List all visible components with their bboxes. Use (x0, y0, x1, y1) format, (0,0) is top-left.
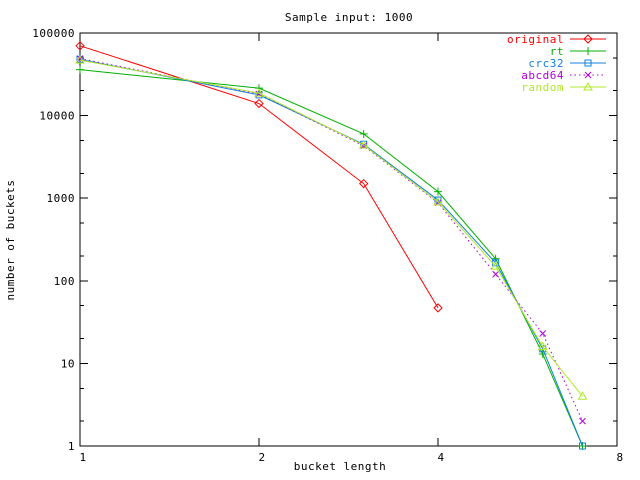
marker-triangle (577, 391, 588, 400)
legend-entry-original: original (507, 33, 606, 46)
plot-axes: 1 2 4 8 1 10 100 1000 10000 100000 (32, 27, 623, 464)
y-tick-label: 10000 (39, 110, 75, 123)
marker-x (579, 417, 586, 425)
marker-triangle (358, 140, 369, 149)
series-line-abcd64 (79, 58, 583, 422)
legend-label: rt (550, 45, 564, 58)
marker-triangle (254, 88, 264, 97)
marker-square (584, 59, 592, 67)
legend-entry-crc32: crc32 (528, 57, 606, 70)
y-axis-label: number of buckets (4, 179, 17, 300)
legend-entry-abcd64: abcd64 (521, 69, 606, 82)
series-random (75, 55, 588, 400)
series-line-original (79, 45, 439, 309)
marker-diamond (433, 303, 443, 313)
marker-diamond (75, 41, 85, 51)
marker-triangle (433, 196, 443, 206)
series-crc32 (76, 55, 587, 450)
marker-triangle (537, 341, 548, 351)
legend-label: random (521, 81, 564, 94)
plot-series (75, 41, 588, 450)
x-axis-label: bucket length (294, 460, 387, 473)
legend-label: abcd64 (521, 69, 564, 82)
marker-x (584, 71, 592, 79)
marker-diamond (359, 178, 369, 189)
marker-triangle (75, 55, 85, 64)
legend-label: crc32 (528, 57, 564, 70)
marker-x (492, 270, 499, 278)
marker-diamond (254, 98, 264, 109)
series-line-crc32 (79, 58, 583, 447)
marker-x (539, 330, 547, 337)
plot-border (79, 32, 618, 447)
x-tick-label: 4 (437, 451, 444, 464)
chart-title: Sample input: 1000 (285, 11, 413, 24)
x-tick-label: 2 (258, 451, 265, 464)
series-original (75, 41, 443, 313)
series-line-random (79, 59, 583, 397)
marker-triangle (490, 261, 501, 270)
legend-label: original (507, 33, 564, 46)
x-tick-label: 8 (616, 451, 623, 464)
y-tick-label: 10 (61, 357, 75, 370)
y-tick-label: 1000 (47, 192, 76, 205)
series-line-rt (79, 69, 583, 447)
marker-diamond (583, 34, 593, 44)
series-abcd64 (76, 55, 586, 425)
x-tick-label: 1 (79, 451, 86, 464)
marker-square (579, 442, 587, 450)
legend-entry-rt: rt (550, 45, 606, 58)
series-rt (76, 65, 587, 450)
y-tick-label: 100 (54, 275, 75, 288)
y-tick-label: 100000 (32, 27, 75, 40)
marker-triangle (583, 81, 593, 91)
legend-entry-random: random (521, 81, 606, 94)
y-tick-label: 1 (68, 440, 75, 453)
